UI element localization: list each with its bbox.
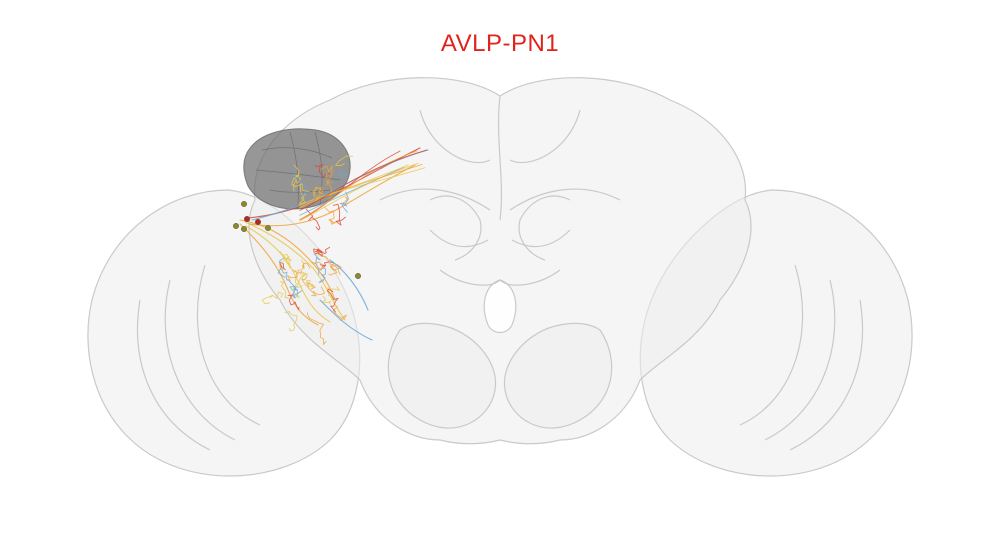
soma-marker [240,200,247,207]
neuron-branch [338,170,347,179]
neuron-branch [313,246,331,254]
neuron-branch [326,166,333,200]
neuron-branch [293,164,302,192]
soma-marker [243,215,250,222]
neuron-process [299,164,409,209]
neuron-branch [314,164,330,178]
neuron-trunk [245,225,331,323]
neuron-process [329,259,369,311]
neuron-arbors [239,147,429,345]
neuron-branch [339,191,349,213]
neuron-process [299,162,419,221]
neuron-branch [328,265,338,276]
neuron-branch [322,295,331,305]
neuron-branch [279,266,297,289]
neuron-branch [278,257,292,273]
neuron-branch [292,289,300,299]
neuron-branch [323,206,341,225]
neuron-branch [296,271,309,288]
neuron-branch [280,280,289,299]
neuron-branch [279,261,286,271]
right-optic-lobe-inner [739,264,864,451]
neuron-branch [298,183,307,205]
neuron-branch [290,168,308,197]
central-brain-folds [379,95,621,248]
neuron-branch [289,285,298,297]
neuron-branch [314,248,323,257]
neuron-somata [232,200,362,280]
neuron-branch [306,279,314,289]
neuron-branch [306,312,327,345]
neuron-trunk [244,221,346,321]
neuron-process [299,150,401,221]
figure-title: AVLP-PN1 [440,30,560,57]
neuron-branch [305,208,321,231]
right-ventral-lobe [503,322,613,429]
soma-marker [254,218,261,225]
neuron-branch [286,269,303,282]
neuron-branch [312,286,326,296]
neuron-branch [335,155,354,166]
neuron-branch [277,257,286,278]
neuron-branch [320,165,334,183]
central-complex [429,195,571,286]
brain-mesh [87,77,913,477]
neuron-process [299,149,428,211]
neuron-branch [302,262,311,270]
neuron-branch [313,253,321,275]
soma-marker [355,273,362,280]
neuron-branch [319,261,335,269]
neuron-process [299,167,426,206]
neuron-branch [292,285,303,299]
neuron-branch [326,288,339,313]
neuron-branch [284,310,298,332]
neuron-branch [342,196,349,205]
esophageal-foramen [483,279,517,334]
left-ventral-lobe [387,322,497,429]
neuron-branch [301,275,317,297]
neuron-branch [291,174,310,193]
neuron-branch [318,267,326,283]
neuron-process [299,150,418,220]
neuron-process [299,166,405,216]
soma-marker [232,222,239,229]
left-optic-lobe-inner [136,264,261,451]
neuron-process [319,299,373,341]
neuron-branch [312,186,324,203]
soma-marker [265,224,272,231]
neuron-branch [287,294,300,311]
neuron-branch [306,282,316,290]
neuron-trunk [239,219,336,301]
neuron-trunk [239,223,319,326]
neuron-branch [261,291,284,304]
neuron-branch [332,203,346,226]
neuron-branch [279,251,291,269]
soma-marker [240,225,247,232]
neuron-branch [310,261,323,271]
